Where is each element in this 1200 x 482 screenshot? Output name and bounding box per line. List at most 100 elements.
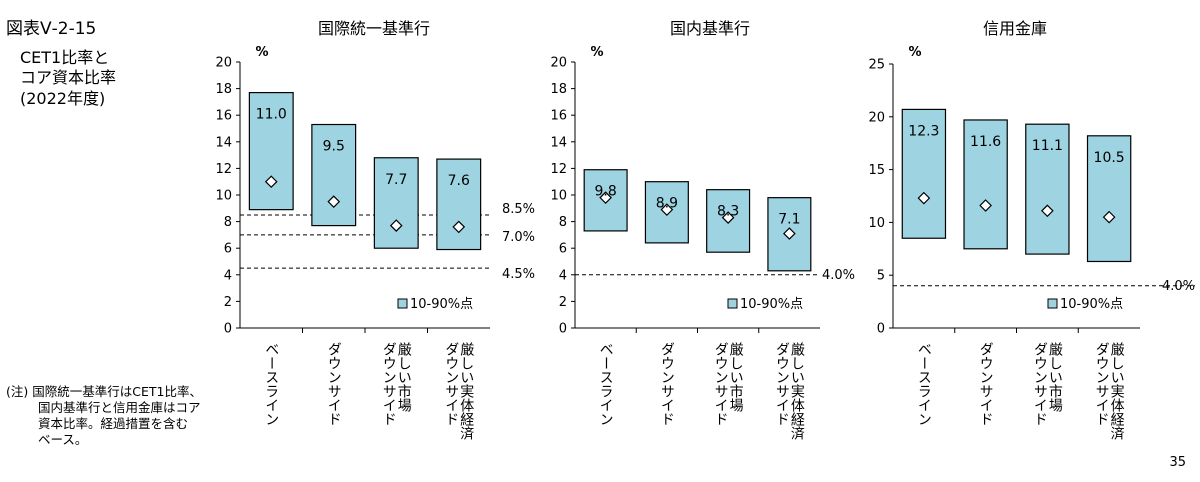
figure-subtitle-line-3: (2022年度) (20, 89, 106, 108)
chart3-range-box (963, 119, 1008, 250)
chart1-title: 国際統一基準行 (318, 19, 430, 38)
chart1-ytick-label: 6 (224, 242, 232, 257)
chart1-median-label: 7.7 (385, 172, 407, 188)
chart3-median-marker (917, 191, 931, 205)
chart3-median-marker (979, 199, 992, 212)
chart1-reference-label: 4.5% (502, 267, 535, 282)
chart1-median-marker (452, 220, 466, 234)
chart1-ytick-label: 14 (215, 135, 232, 150)
chart2-median-label: 7.1 (778, 212, 800, 228)
chart2-ytick-label: 4 (559, 268, 567, 283)
chart3-legend-swatch (1047, 298, 1058, 309)
chart2-ytick-label: 2 (559, 295, 567, 310)
chart1-legend-swatch (397, 298, 408, 309)
chart3-category-label: ダウンサイド (978, 342, 994, 426)
chart2-median-marker (660, 203, 674, 216)
note-line-2: 国内基準行と信用金庫はコア (38, 400, 201, 415)
chart1-ylabel: % (255, 45, 268, 60)
chart1-range-box (436, 158, 482, 251)
chart1-range-box (248, 91, 294, 211)
chart3-ytick-label: 10 (868, 216, 885, 231)
chart3-range-box (1086, 135, 1132, 263)
page-number: 35 (1169, 455, 1186, 470)
chart2-ytick-label: 14 (550, 135, 567, 150)
chart3-ytick-label: 5 (877, 269, 885, 284)
chart3-ylabel: % (908, 45, 921, 60)
chart3-median-label: 12.3 (908, 123, 939, 139)
note-line-1: (注) 国際統一基準行はCET1比率、 (6, 384, 202, 399)
chart3-median-label: 11.6 (970, 134, 1001, 150)
chart1-ytick-label: 16 (215, 109, 232, 124)
chart3-median-marker (1041, 204, 1054, 218)
chart1-median-label: 11.0 (256, 107, 287, 123)
chart1-category-label: ダウンサイド (326, 342, 342, 426)
note-line-3: 資本比率。経過措置を含む (38, 416, 189, 431)
chart1-median-marker (264, 175, 278, 189)
chart2-category-label: ベースライン (598, 342, 614, 426)
chart1-reference-label: 7.0% (502, 230, 535, 245)
chart1-ytick-label: 2 (224, 295, 232, 310)
chart3-ytick-label: 0 (877, 322, 885, 337)
chart3-category-label: ベースライン (916, 342, 932, 426)
chart2-ytick-label: 0 (559, 322, 567, 337)
chart1-category-label: ベースライン (263, 342, 279, 426)
chart1-median-marker (389, 219, 403, 232)
chart2-ytick-label: 20 (550, 56, 567, 71)
chart1-median-marker (327, 195, 341, 208)
chart1-median-label: 9.5 (323, 139, 345, 155)
chart1-category-label: 厳しい市場 (396, 342, 412, 412)
chart1-ytick-label: 20 (215, 56, 232, 71)
chart2-category-label: 厳しい市場 (728, 342, 744, 412)
chart3-range-box (901, 108, 947, 239)
chart2-median-label: 9.8 (594, 184, 616, 200)
chart1-category-label: ダウンサイド (381, 342, 397, 426)
chart1-median-label: 7.6 (448, 173, 470, 189)
chart2-category-label: 厳しい実体経済 (789, 342, 805, 440)
chart3-category-label: 厳しい実体経済 (1109, 342, 1125, 440)
chart1-ytick-label: 0 (224, 322, 232, 337)
chart3-median-label: 10.5 (1094, 150, 1125, 166)
chart1-ytick-label: 10 (215, 189, 232, 204)
chart2-median-label: 8.9 (656, 196, 678, 212)
chart1-range-box (373, 157, 419, 249)
chart3-ytick-label: 20 (868, 110, 885, 125)
figure-title: 図表Ⅴ-2-15 (6, 19, 97, 39)
chart3-ytick-label: 25 (868, 58, 885, 73)
chart2-reference-label: 4.0% (822, 268, 855, 283)
chart2-legend-label: 10-90%点 (740, 297, 803, 312)
chart2-legend-swatch (727, 298, 738, 309)
figure-subtitle-line-1: CET1比率と (20, 48, 110, 67)
chart3-median-label: 11.1 (1032, 138, 1063, 154)
chart3-category-label: ダウンサイド (1032, 342, 1048, 426)
chart3-ytick-label: 15 (868, 163, 885, 178)
chart2-ylabel: % (590, 45, 603, 60)
chart1-category-label: ダウンサイド (443, 342, 459, 426)
chart2-ytick-label: 12 (550, 162, 567, 177)
chart2-ytick-label: 16 (550, 109, 567, 124)
chart3-title: 信用金庫 (983, 19, 1047, 38)
chart2-ytick-label: 6 (559, 242, 567, 257)
chart2-ytick-label: 18 (550, 82, 567, 97)
chart3-category-label: 厳しい市場 (1047, 342, 1063, 412)
chart1-legend-label: 10-90%点 (410, 297, 473, 312)
chart2-median-marker (783, 227, 796, 240)
chart2-range-box (644, 181, 689, 244)
chart2-median-label: 8.3 (717, 204, 739, 220)
chart2-ytick-label: 8 (559, 215, 567, 230)
chart2-category-label: ダウンサイド (774, 342, 790, 426)
note-line-4: ベース。 (38, 432, 88, 447)
chart2-title: 国内基準行 (670, 19, 750, 38)
chart3-median-marker (1102, 210, 1116, 224)
chart1-reference-label: 8.5% (502, 202, 535, 217)
chart2-category-label: ダウンサイド (659, 342, 675, 426)
chart1-ytick-label: 18 (215, 82, 232, 97)
chart2-median-marker (599, 191, 612, 205)
chart1-ytick-label: 12 (215, 162, 232, 177)
chart2-range-box (767, 197, 812, 272)
chart3-legend-label: 10-90%点 (1060, 297, 1123, 312)
chart1-range-box (311, 123, 357, 227)
chart3-range-box (1025, 123, 1070, 255)
chart3-category-label: ダウンサイド (1094, 342, 1110, 426)
chart1-category-label: 厳しい実体経済 (458, 342, 474, 440)
